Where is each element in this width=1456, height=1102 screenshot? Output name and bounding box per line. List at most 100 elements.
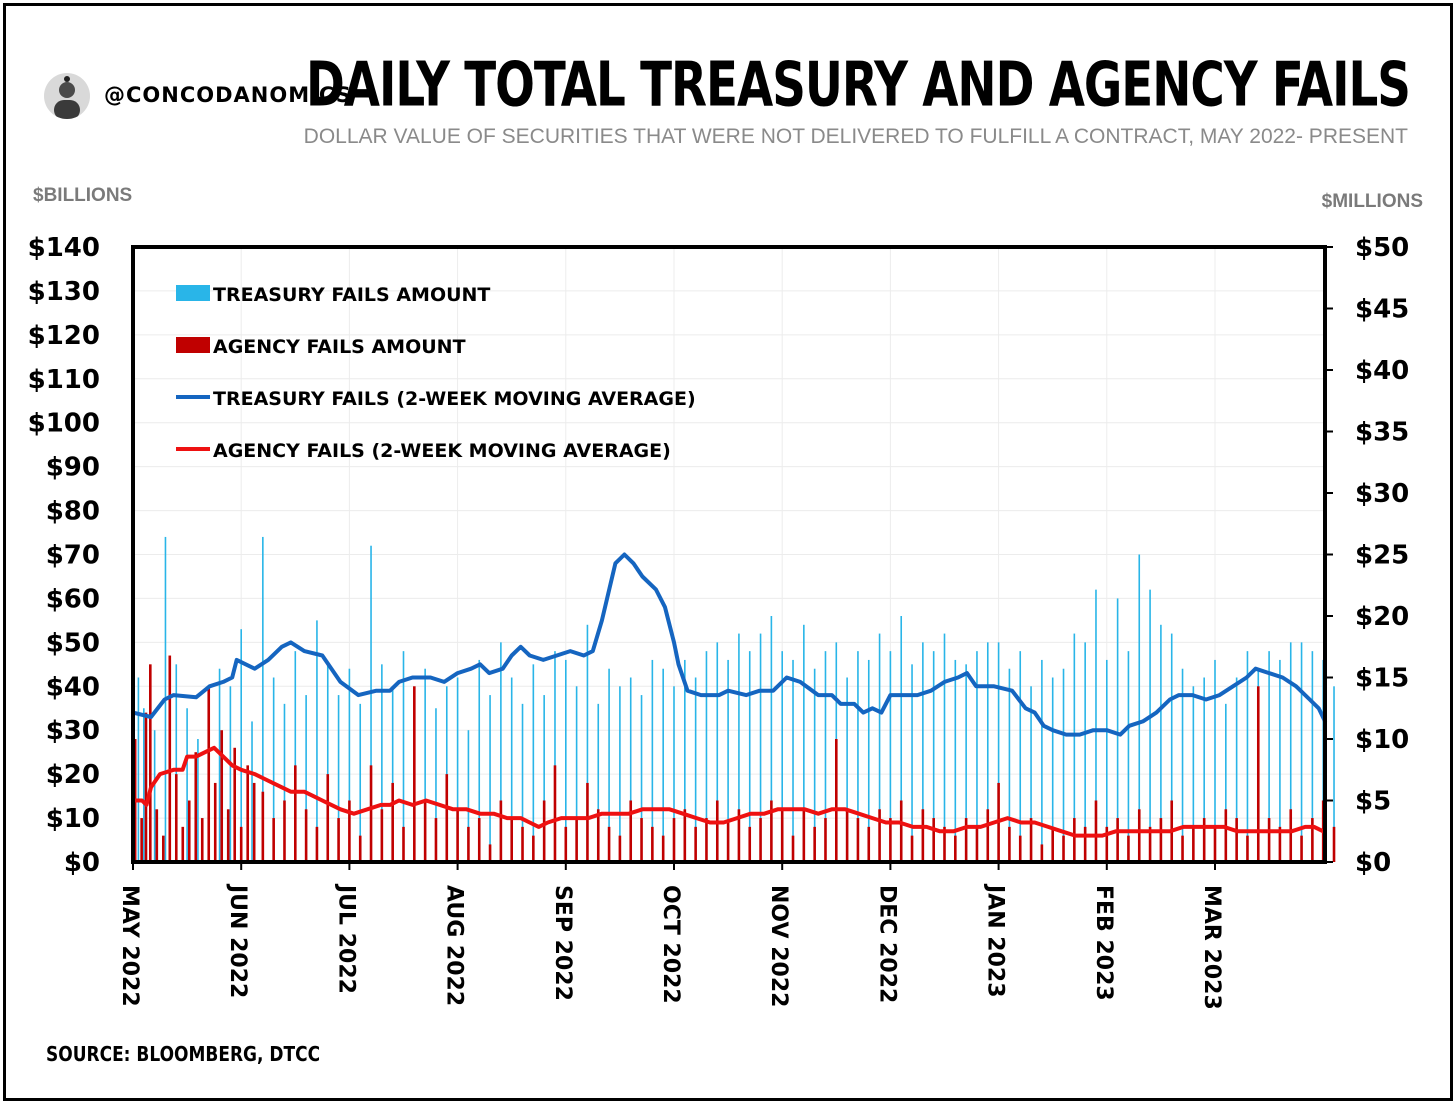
- legend-swatch: [176, 285, 210, 301]
- bar: [326, 664, 329, 862]
- y-left-tick-label: $60: [46, 584, 100, 614]
- bar: [737, 809, 741, 862]
- bar: [1083, 826, 1087, 862]
- bar: [575, 818, 578, 862]
- bar: [889, 651, 892, 862]
- bar: [229, 686, 232, 862]
- bar: [986, 809, 990, 862]
- bar: [510, 818, 513, 862]
- bar: [694, 826, 697, 862]
- y-left-tick-label: $90: [46, 453, 100, 483]
- bar: [380, 809, 384, 862]
- bar: [137, 677, 140, 862]
- bar: [218, 668, 221, 862]
- x-tick-label: FEB 2023: [1091, 885, 1116, 1001]
- bar: [1041, 659, 1043, 862]
- bar: [434, 818, 438, 862]
- bar: [575, 686, 578, 862]
- bar: [834, 739, 838, 862]
- bar: [943, 633, 946, 862]
- bar: [964, 818, 968, 862]
- bar: [510, 677, 513, 862]
- bar: [726, 822, 730, 862]
- bar: [986, 642, 989, 862]
- bar: [369, 765, 373, 862]
- bar: [532, 835, 535, 862]
- agency-bars: [133, 655, 1336, 862]
- y-right-tick-label: $45: [1355, 295, 1409, 325]
- bar: [662, 668, 664, 862]
- bar: [1224, 809, 1228, 862]
- bar: [878, 809, 881, 862]
- legend: TREASURY FAILS AMOUNT AGENCY FAILS AMOUNT…: [176, 284, 696, 462]
- bar: [564, 659, 567, 862]
- bar: [381, 664, 383, 862]
- bar: [922, 642, 924, 862]
- bar: [168, 655, 172, 862]
- bar: [618, 835, 622, 862]
- bar: [1127, 651, 1130, 862]
- bar: [792, 659, 794, 862]
- bar: [272, 677, 275, 862]
- bar: [1008, 668, 1011, 862]
- bar: [456, 677, 459, 862]
- bar: [965, 664, 967, 862]
- bar: [261, 791, 265, 862]
- bar: [1225, 703, 1227, 862]
- bar: [144, 712, 148, 862]
- bar: [553, 765, 557, 862]
- chart-frame: [3, 3, 1453, 1101]
- bar: [293, 765, 297, 862]
- bar: [651, 659, 654, 862]
- bar: [1279, 659, 1281, 862]
- bar: [1300, 835, 1303, 862]
- bar: [315, 826, 319, 862]
- bar: [1170, 633, 1173, 862]
- bar: [976, 651, 978, 862]
- y-left-tick-label: $110: [28, 365, 100, 395]
- bar: [1159, 818, 1163, 862]
- bar: [149, 664, 152, 862]
- bar: [1051, 826, 1054, 862]
- y-right-tick-label: $25: [1355, 541, 1409, 571]
- bar: [1181, 835, 1184, 862]
- bar: [488, 844, 492, 862]
- y-right-tick-label: $0: [1355, 848, 1391, 878]
- bar: [1062, 835, 1065, 862]
- y-right-tick-label: $20: [1355, 602, 1409, 632]
- bar: [629, 677, 632, 862]
- bar: [770, 616, 773, 862]
- bar: [543, 695, 545, 862]
- bar: [683, 809, 687, 862]
- bar: [200, 818, 204, 862]
- bar: [1105, 826, 1109, 862]
- bar: [748, 826, 752, 862]
- x-tick-label: AUG 2022: [442, 885, 467, 1006]
- x-tick-label: SEP 2022: [550, 885, 575, 1001]
- bar: [478, 659, 481, 862]
- bar: [252, 782, 256, 862]
- bar: [954, 835, 957, 862]
- bar: [359, 703, 362, 862]
- y-right-tick-label: $40: [1355, 356, 1409, 386]
- bar: [759, 633, 762, 862]
- bar: [161, 835, 165, 862]
- y-left-tick-label: $40: [46, 672, 100, 702]
- x-tick-label: OCT 2022: [658, 885, 683, 1004]
- bar: [1289, 642, 1292, 862]
- bar: [824, 651, 827, 862]
- bar: [867, 659, 870, 862]
- bar: [467, 730, 470, 862]
- bar: [500, 642, 502, 862]
- y-left-tick-label: $130: [28, 277, 100, 307]
- bar: [694, 677, 697, 862]
- bar: [1256, 686, 1260, 862]
- bar: [1116, 818, 1119, 862]
- bar: [283, 703, 286, 862]
- plot-border: [131, 245, 1327, 864]
- bar: [1138, 554, 1141, 862]
- y-left-tick-label: $50: [46, 628, 100, 658]
- moving-average-lines: [131, 552, 1327, 838]
- bar: [240, 629, 242, 862]
